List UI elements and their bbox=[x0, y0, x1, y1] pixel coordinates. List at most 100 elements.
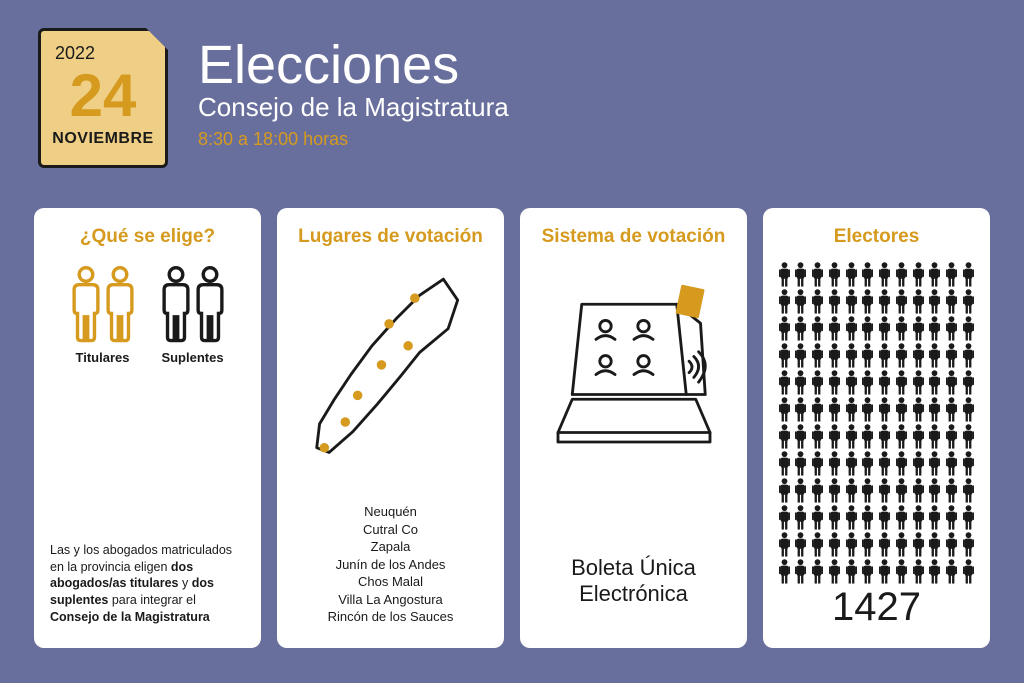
person-icon bbox=[944, 478, 959, 504]
page-subtitle: Consejo de la Magistratura bbox=[198, 92, 509, 123]
person-icon bbox=[777, 316, 792, 342]
person-icon bbox=[827, 289, 842, 315]
person-icon bbox=[810, 397, 825, 423]
person-icon bbox=[793, 532, 808, 558]
person-icon bbox=[810, 424, 825, 450]
person-icon bbox=[927, 478, 942, 504]
person-icon bbox=[810, 343, 825, 369]
person-icon bbox=[793, 478, 808, 504]
person-icon bbox=[961, 343, 976, 369]
person-icon bbox=[927, 424, 942, 450]
card-lugares: Lugares de votación NeuquénCutral CoZapa… bbox=[277, 208, 504, 648]
person-icon bbox=[894, 370, 909, 396]
person-icon bbox=[844, 424, 859, 450]
person-icon bbox=[877, 505, 892, 531]
person-icon bbox=[777, 397, 792, 423]
person-icon bbox=[777, 289, 792, 315]
page-title: Elecciones bbox=[198, 34, 509, 96]
person-icon bbox=[911, 451, 926, 477]
person-icon bbox=[793, 262, 808, 288]
person-icon bbox=[944, 262, 959, 288]
person-icon bbox=[827, 451, 842, 477]
person-icon bbox=[844, 478, 859, 504]
person-icon bbox=[911, 532, 926, 558]
person-icon bbox=[877, 262, 892, 288]
person-icon bbox=[860, 478, 875, 504]
person-icon bbox=[777, 451, 792, 477]
person-icon bbox=[810, 316, 825, 342]
title-block: Elecciones Consejo de la Magistratura 8:… bbox=[198, 28, 509, 150]
person-icon bbox=[860, 316, 875, 342]
person-icon bbox=[927, 316, 942, 342]
person-icon bbox=[961, 397, 976, 423]
person-icon bbox=[860, 262, 875, 288]
card-title: ¿Qué se elige? bbox=[80, 226, 215, 248]
person-icon bbox=[961, 532, 976, 558]
person-icon bbox=[877, 424, 892, 450]
person-icon bbox=[844, 343, 859, 369]
time-range: 8:30 a 18:00 horas bbox=[198, 129, 509, 150]
person-icon bbox=[827, 532, 842, 558]
person-icon bbox=[961, 370, 976, 396]
person-icon bbox=[911, 289, 926, 315]
person-icon bbox=[844, 451, 859, 477]
map-icon bbox=[301, 262, 481, 462]
people-row: Titulares Suplentes bbox=[69, 266, 227, 365]
person-icon bbox=[810, 532, 825, 558]
person-icon bbox=[877, 343, 892, 369]
person-icon bbox=[860, 343, 875, 369]
person-icon bbox=[777, 532, 792, 558]
person-icon bbox=[944, 532, 959, 558]
person-icon bbox=[911, 370, 926, 396]
date-day: 24 bbox=[70, 66, 137, 126]
card-sistema: Sistema de votación bbox=[520, 208, 747, 648]
header: 2022 24 NOVIEMBRE Elecciones Consejo de … bbox=[0, 0, 1024, 168]
person-icon bbox=[877, 370, 892, 396]
person-icon bbox=[844, 289, 859, 315]
person-icon bbox=[894, 262, 909, 288]
person-icon bbox=[844, 262, 859, 288]
person-icon bbox=[159, 266, 193, 344]
person-icon bbox=[860, 532, 875, 558]
person-icon bbox=[911, 343, 926, 369]
person-icon bbox=[777, 343, 792, 369]
person-icon bbox=[877, 559, 892, 585]
suplentes-group: Suplentes bbox=[159, 266, 227, 365]
person-icon bbox=[894, 532, 909, 558]
person-icon bbox=[944, 289, 959, 315]
person-icon bbox=[961, 505, 976, 531]
person-icon bbox=[911, 505, 926, 531]
card-title: Sistema de votación bbox=[542, 226, 726, 248]
person-icon bbox=[927, 289, 942, 315]
person-icon bbox=[827, 424, 842, 450]
person-icon bbox=[827, 316, 842, 342]
person-icon bbox=[810, 289, 825, 315]
person-icon bbox=[777, 370, 792, 396]
person-icon bbox=[860, 424, 875, 450]
person-icon bbox=[793, 316, 808, 342]
card-que-se-elige: ¿Qué se elige? Titulares Suplentes Las y… bbox=[34, 208, 261, 648]
card-title: Electores bbox=[834, 226, 920, 248]
person-icon bbox=[827, 478, 842, 504]
person-icon bbox=[877, 316, 892, 342]
person-icon bbox=[894, 289, 909, 315]
person-icon bbox=[944, 343, 959, 369]
person-icon bbox=[810, 262, 825, 288]
person-icon bbox=[911, 397, 926, 423]
person-icon bbox=[810, 505, 825, 531]
person-icon bbox=[793, 397, 808, 423]
person-icon bbox=[810, 478, 825, 504]
person-icon bbox=[961, 478, 976, 504]
locations-list: NeuquénCutral CoZapalaJunín de los Andes… bbox=[328, 503, 454, 626]
person-icon bbox=[927, 397, 942, 423]
person-icon bbox=[944, 451, 959, 477]
person-icon bbox=[844, 559, 859, 585]
person-icon bbox=[860, 559, 875, 585]
person-icon bbox=[793, 505, 808, 531]
person-icon bbox=[961, 262, 976, 288]
person-icon bbox=[961, 316, 976, 342]
person-icon bbox=[911, 262, 926, 288]
elector-count: 1427 bbox=[832, 585, 921, 630]
person-icon bbox=[927, 532, 942, 558]
person-icon bbox=[927, 343, 942, 369]
